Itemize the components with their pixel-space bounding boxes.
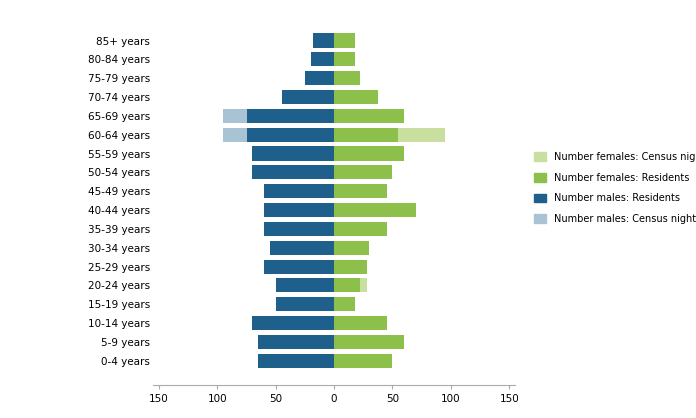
Bar — [325, 297, 334, 311]
Bar — [334, 109, 404, 123]
Bar — [305, 71, 334, 85]
Bar — [334, 146, 404, 161]
Bar — [334, 127, 398, 142]
Bar — [334, 203, 416, 217]
Bar — [313, 33, 334, 48]
Bar — [334, 297, 355, 311]
Bar — [334, 52, 340, 66]
Bar — [334, 184, 340, 198]
Bar — [334, 184, 386, 198]
Bar — [334, 297, 340, 311]
Bar — [318, 52, 334, 66]
Bar — [334, 90, 379, 104]
Bar — [334, 316, 340, 330]
Bar — [334, 146, 340, 161]
Bar — [329, 354, 334, 368]
Bar — [322, 71, 334, 85]
Bar — [246, 109, 334, 123]
Bar — [329, 316, 334, 330]
Bar — [334, 165, 340, 179]
Bar — [299, 260, 334, 274]
Bar — [264, 260, 334, 274]
Bar — [334, 335, 404, 349]
Bar — [334, 316, 386, 330]
Bar — [334, 52, 355, 66]
Bar — [258, 354, 334, 368]
Bar — [334, 260, 355, 274]
Bar — [282, 90, 334, 104]
Bar — [334, 71, 346, 85]
Bar — [334, 203, 410, 217]
Bar — [223, 127, 334, 142]
Bar — [334, 241, 369, 255]
Bar — [329, 33, 334, 48]
Bar — [296, 90, 334, 104]
Bar — [313, 278, 334, 293]
Bar — [246, 127, 334, 142]
Bar — [334, 90, 372, 104]
Bar — [334, 33, 355, 48]
Bar — [310, 52, 334, 66]
Bar — [334, 165, 393, 179]
Bar — [334, 278, 367, 293]
Bar — [334, 260, 367, 274]
Bar — [276, 297, 334, 311]
Bar — [334, 127, 445, 142]
Bar — [276, 278, 334, 293]
Bar — [264, 222, 334, 236]
Bar — [313, 241, 334, 255]
Bar — [253, 165, 334, 179]
Bar — [334, 278, 360, 293]
Bar — [329, 203, 334, 217]
Bar — [334, 222, 340, 236]
Bar — [334, 109, 404, 123]
Bar — [334, 354, 340, 368]
Bar — [264, 203, 334, 217]
Bar — [313, 222, 334, 236]
Bar — [334, 335, 398, 349]
Bar — [334, 33, 340, 48]
Legend: Number females: Census night, Number females: Residents, Number males: Residents: Number females: Census night, Number fem… — [530, 148, 696, 228]
Bar — [270, 241, 334, 255]
Bar — [253, 146, 334, 161]
Bar — [334, 354, 393, 368]
Bar — [253, 316, 334, 330]
Bar — [301, 165, 334, 179]
Bar — [258, 335, 334, 349]
Bar — [329, 184, 334, 198]
Bar — [334, 71, 360, 85]
Bar — [334, 241, 340, 255]
Bar — [264, 184, 334, 198]
Bar — [223, 109, 334, 123]
Bar — [334, 222, 386, 236]
Bar — [329, 335, 334, 349]
Bar — [329, 146, 334, 161]
